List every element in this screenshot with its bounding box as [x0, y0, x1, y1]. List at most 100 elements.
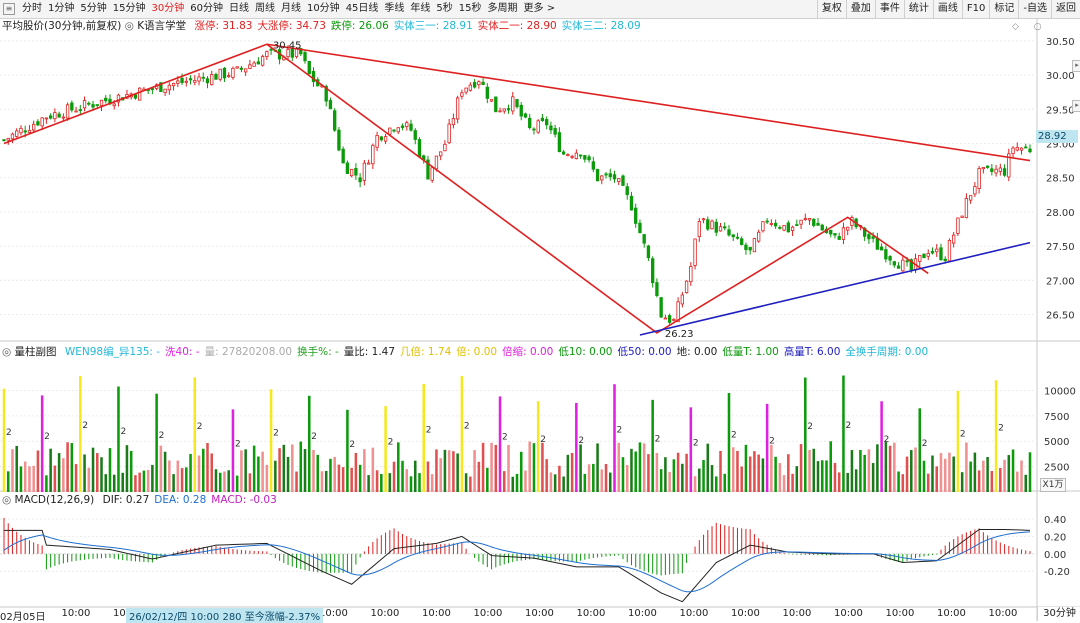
toolbar-button[interactable]: F10: [961, 0, 989, 18]
volume-bar: [532, 443, 536, 492]
indicator-field: 高量T: 6.00: [783, 346, 841, 358]
macd-panel-header: ◎ MACD(12,26,9) DIF: 0.27 DEA: 0.28 MACD: …: [2, 493, 277, 507]
toolbar-button[interactable]: 统计: [903, 0, 933, 18]
candle-body: [430, 167, 434, 181]
toolbar-button[interactable]: 返回: [1051, 0, 1080, 18]
period-tab[interactable]: 15分钟: [112, 3, 146, 14]
volume-bar: [770, 444, 773, 492]
candle-body: [464, 87, 468, 93]
volume-bar: [837, 472, 841, 492]
volume-panel-title[interactable]: 量柱副图: [14, 346, 57, 358]
indicator-name[interactable]: K语言学堂: [137, 20, 187, 32]
volume-scale-label[interactable]: X1万: [1040, 478, 1066, 492]
toolbar-button[interactable]: -自选: [1018, 0, 1051, 18]
candle-body: [756, 231, 761, 242]
volume-marker-label: 2: [578, 436, 584, 446]
menu-icon[interactable]: ≡: [3, 3, 15, 15]
toolbar-button[interactable]: 画线: [932, 0, 962, 18]
indicator-settings-icon[interactable]: ◎: [124, 20, 134, 32]
candle-body: [400, 125, 405, 128]
candle-body: [752, 238, 757, 253]
candle-body: [57, 113, 61, 118]
candle-body: [901, 259, 905, 272]
period-tab[interactable]: 日线: [228, 3, 249, 14]
period-tab[interactable]: 1分钟: [48, 3, 75, 14]
candle-body: [790, 226, 795, 231]
toolbar-button[interactable]: 标记: [989, 0, 1018, 18]
volume-bar: [846, 472, 849, 492]
y-tick-label: 27.00: [1046, 276, 1075, 287]
candle-body: [583, 155, 587, 160]
macd-panel-title[interactable]: MACD(12,26,9): [14, 494, 95, 506]
volume-bar: [702, 460, 705, 492]
volume-bar: [698, 468, 701, 492]
volume-bar: [388, 473, 392, 492]
period-tab[interactable]: 更多 >: [523, 3, 556, 14]
volume-marker-label: 2: [235, 440, 241, 450]
period-tab[interactable]: 30分钟: [151, 3, 185, 14]
volume-marker-label: 2: [273, 429, 279, 439]
volume-bar: [104, 474, 108, 492]
date-tick-label: 02月05日: [0, 612, 46, 623]
volume-bar: [562, 476, 565, 492]
volume-bar: [714, 476, 718, 492]
volume-bar: [176, 460, 180, 492]
period-tab[interactable]: 月线: [280, 3, 301, 14]
volume-bar: [248, 473, 252, 492]
period-tab[interactable]: 年线: [410, 3, 431, 14]
volume-bar: [910, 450, 913, 492]
candle-body: [735, 236, 740, 239]
indicator-field: 量: 27820208.00: [204, 346, 293, 358]
side-scroll-icon[interactable]: ▸: [1072, 60, 1080, 72]
period-tab[interactable]: 分时: [22, 3, 42, 14]
candle-body: [265, 51, 269, 57]
toolbar-button[interactable]: 复权: [816, 0, 846, 18]
candle-body: [994, 168, 998, 174]
candle-body: [405, 122, 409, 127]
volume-marker-label: 2: [388, 438, 394, 448]
period-tab[interactable]: 45日线: [345, 3, 379, 14]
period-tab[interactable]: 10分钟: [306, 3, 340, 14]
candle-body: [82, 100, 87, 109]
candle-body: [701, 218, 706, 221]
candle-body: [990, 168, 994, 172]
candle-body: [104, 97, 108, 102]
candle-body: [968, 195, 973, 201]
candle-body: [578, 154, 583, 157]
volume-bar: [842, 375, 845, 492]
side-expand-icon[interactable]: ▸: [1072, 100, 1080, 112]
period-tab[interactable]: 15秒: [458, 3, 482, 14]
period-tab[interactable]: 多周期: [487, 3, 518, 14]
period-tab[interactable]: 季线: [384, 3, 405, 14]
volume-settings-icon[interactable]: ◎: [2, 346, 12, 358]
volume-bar: [490, 442, 493, 492]
volume-bar: [948, 452, 951, 492]
toolbar-button[interactable]: 叠加: [845, 0, 875, 18]
volume-marker-label: 2: [44, 432, 50, 442]
candle-body: [222, 67, 227, 79]
volume-bar: [1011, 449, 1015, 492]
candle-body: [553, 128, 557, 135]
period-tab[interactable]: 周线: [254, 3, 275, 14]
period-tab[interactable]: 5秒: [436, 3, 453, 14]
volume-bar: [655, 453, 659, 492]
macd-settings-icon[interactable]: ◎: [2, 494, 12, 506]
candle-body: [879, 246, 884, 251]
candle-body: [625, 186, 629, 196]
volume-bar: [736, 450, 739, 492]
volume-bar: [269, 389, 273, 492]
candle-body: [926, 253, 930, 257]
volume-marker-label: 2: [311, 432, 317, 442]
candle-body: [519, 104, 523, 117]
volume-bar: [519, 451, 523, 492]
period-tab[interactable]: 5分钟: [80, 3, 107, 14]
volume-marker-label: 2: [82, 421, 88, 431]
panel-corner-icons[interactable]: ◇ ○: [1012, 22, 1048, 32]
candle-body: [608, 173, 612, 178]
volume-bar: [324, 470, 328, 492]
candle-body: [744, 244, 748, 251]
indicator-field: 低10: 0.00: [558, 346, 613, 358]
candle-body: [867, 234, 871, 240]
toolbar-button[interactable]: 事件: [874, 0, 904, 18]
period-tab[interactable]: 60分钟: [190, 3, 223, 14]
